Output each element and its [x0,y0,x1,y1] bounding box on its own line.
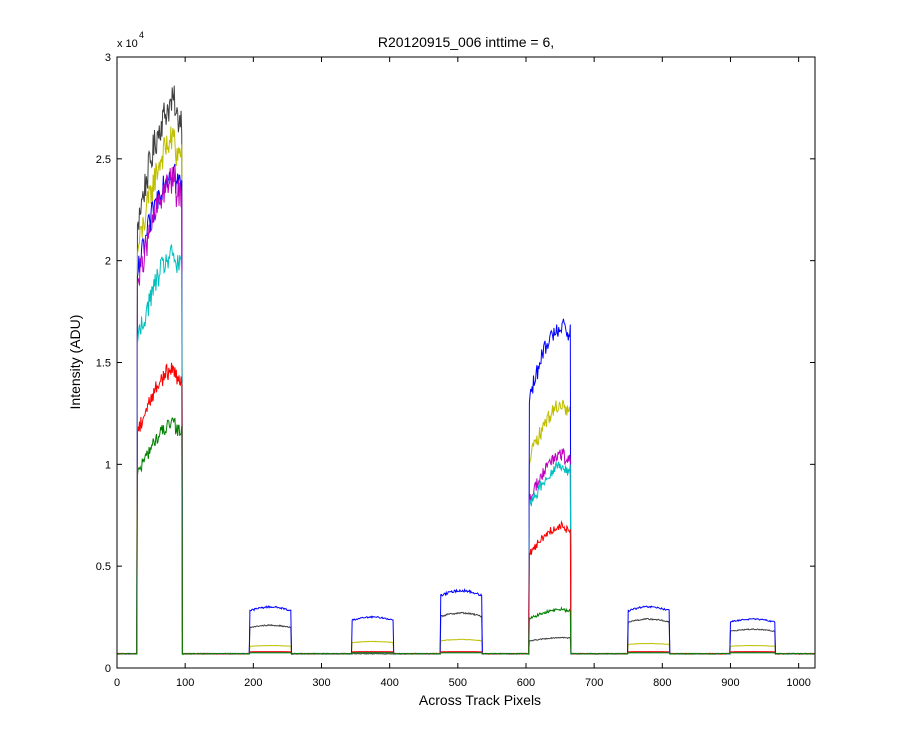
x-tick-label: 600 [517,677,535,689]
x-tick-label: 300 [312,677,330,689]
axes-background [117,57,815,668]
x-tick-label: 900 [721,677,739,689]
x-tick-label: 100 [176,677,194,689]
y-tick-label: 1 [105,459,111,471]
x-tick-label: 400 [380,677,398,689]
y-exponent-base: x 10 [117,38,138,50]
series-line-6 [116,416,815,655]
y-tick-label: 0 [105,663,111,675]
x-tick-label: 800 [653,677,671,689]
x-tick-label: 500 [449,677,467,689]
x-tick-label: 1000 [786,677,810,689]
y-tick-label: 0.5 [96,561,111,573]
y-axis-ticks: 0 0.5 1 1.5 2 2.5 3 [96,52,815,675]
y-tick-label: 3 [105,52,111,64]
plot-area: 0 100 200 300 400 500 600 700 800 900 1000 0 0.5 1 1.… [96,52,816,689]
x-axis-ticks: 0 100 200 300 400 500 600 700 800 900 1000 [114,57,811,689]
x-tick-label: 700 [585,677,603,689]
x-tick-label: 200 [244,677,262,689]
y-tick-label: 1.5 [96,358,111,370]
y-axis-label: Intensity (ADU) [67,315,83,410]
y-exponent-power: 4 [139,30,144,40]
x-tick-label: 0 [114,677,120,689]
x-axis-label: Across Track Pixels [419,692,541,708]
y-tick-label: 2 [105,256,111,268]
series-layer [116,85,815,656]
y-tick-label: 2.5 [96,154,111,166]
chart-title: R20120915_006 inttime = 6, [378,34,554,50]
